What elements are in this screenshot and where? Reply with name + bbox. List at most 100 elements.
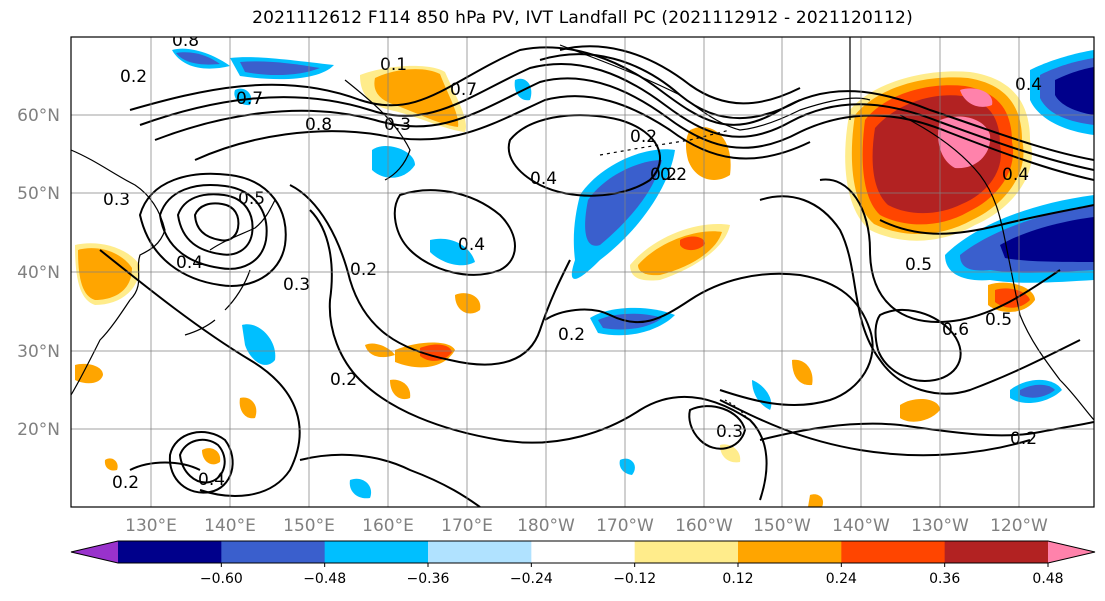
contour-label: 0.3 bbox=[384, 115, 411, 135]
contour-line bbox=[129, 46, 1094, 161]
contour-line bbox=[194, 95, 811, 161]
lon-label: 130°E bbox=[125, 516, 177, 536]
colorbar-tick-label: 0.24 bbox=[826, 571, 857, 587]
neg-anomaly-shading bbox=[1055, 67, 1094, 115]
coastline-japan bbox=[184, 199, 276, 336]
lon-label: 130°W bbox=[911, 516, 969, 536]
lon-label: 160°E bbox=[362, 516, 414, 536]
colorbar-extend-max bbox=[1048, 541, 1095, 563]
pos-anomaly-shading bbox=[455, 293, 481, 314]
neg-anomaly-shading bbox=[430, 238, 475, 266]
colorbar: −0.60 −0.48 −0.36 −0.24 −0.12 0.12 0.24 0.36 0.4… bbox=[70, 540, 1096, 587]
pos-anomaly-shading bbox=[374, 69, 459, 127]
contour-label: 0.4 bbox=[530, 169, 557, 189]
pos-anomaly-shading bbox=[960, 88, 993, 107]
contour-label: 0.4 bbox=[198, 470, 225, 490]
neg-anomaly-shading bbox=[242, 324, 276, 365]
contour-line bbox=[168, 431, 234, 494]
neg-anomaly-shading bbox=[619, 458, 635, 475]
pos-anomaly-shading bbox=[900, 398, 940, 422]
coastlines bbox=[71, 37, 1094, 421]
map-title: 2021112612 F114 850 hPa PV, IVT Landfall… bbox=[252, 8, 913, 28]
contour-line bbox=[507, 114, 661, 197]
contour-label: 0.4 bbox=[176, 253, 203, 273]
lon-label: 140°W bbox=[832, 516, 890, 536]
contour-label: 0.2 bbox=[350, 260, 377, 280]
neg-anomaly-shading bbox=[349, 478, 372, 499]
contour-label: 0.2 bbox=[1010, 429, 1037, 449]
map-frame bbox=[70, 36, 1095, 508]
neg-anomaly-shading bbox=[585, 160, 662, 246]
contour-line bbox=[99, 249, 301, 497]
contour-labels: 0.8 0.2 0.7 0.1 0.7 0.8 0.3 0.3 0.5 0.4 … bbox=[103, 31, 1042, 493]
contour-line bbox=[759, 195, 1081, 395]
contour-label: 0.2 bbox=[330, 370, 357, 390]
pos-anomaly-shading bbox=[680, 236, 705, 251]
lon-label: 150°E bbox=[283, 516, 335, 536]
contour-label: 0.7 bbox=[236, 89, 263, 109]
colorbar-extend-min bbox=[71, 541, 118, 563]
contour-line bbox=[719, 399, 1031, 457]
colorbar-segment bbox=[118, 541, 222, 563]
neg-anomaly-shading bbox=[176, 52, 220, 65]
contour-label: 0.5 bbox=[905, 255, 932, 275]
colorbar-segment bbox=[324, 541, 429, 563]
colorbar-tick-label: −0.12 bbox=[613, 571, 656, 587]
lon-label: 160°W bbox=[675, 516, 733, 536]
contour-label: 0.8 bbox=[305, 115, 332, 135]
pos-anomaly-shading bbox=[685, 127, 731, 180]
contour-line bbox=[874, 309, 962, 382]
contour-label: 0.8 bbox=[172, 31, 199, 51]
contour-line bbox=[879, 204, 1094, 235]
contour-line bbox=[393, 189, 516, 276]
contour-label: 0.2 bbox=[650, 165, 677, 185]
neg-anomaly-shading bbox=[372, 145, 415, 178]
shaded-field bbox=[75, 48, 1094, 507]
coastline-na-west bbox=[899, 114, 1094, 421]
lon-label: 120°W bbox=[990, 516, 1048, 536]
lat-label: 60°N bbox=[17, 106, 60, 126]
colorbar-segment bbox=[428, 541, 532, 563]
latitude-labels: 60°N 50°N 40°N 30°N 20°N bbox=[17, 106, 60, 440]
colorbar-segment bbox=[634, 541, 739, 563]
pos-anomaly-shading bbox=[995, 288, 1030, 308]
lon-label: 170°E bbox=[441, 516, 493, 536]
colorbar-segment bbox=[531, 541, 636, 563]
contour-label: 0.2 bbox=[120, 67, 147, 87]
lon-label: 170°W bbox=[596, 516, 654, 536]
contour-label: 0.2 bbox=[558, 325, 585, 345]
contour-line bbox=[176, 193, 254, 256]
pos-anomaly-shading bbox=[239, 397, 257, 419]
colorbar-tick-label: 0.48 bbox=[1032, 571, 1063, 587]
lat-label: 40°N bbox=[17, 263, 60, 283]
contour-line bbox=[289, 184, 571, 366]
colorbar-tick-label: −0.36 bbox=[407, 571, 450, 587]
pos-anomaly-shading bbox=[390, 379, 411, 400]
colorbar-outline bbox=[70, 540, 1096, 564]
coastline-kamchatka bbox=[344, 79, 411, 181]
neg-anomaly-shading bbox=[1000, 217, 1094, 262]
pos-anomaly-shading bbox=[78, 248, 132, 300]
neg-anomaly-shading bbox=[1020, 384, 1055, 398]
pos-anomaly-shading bbox=[938, 116, 991, 169]
contour-line bbox=[193, 202, 240, 242]
colorbar-tick-label: 0.36 bbox=[929, 571, 960, 587]
contour-label: 0.3 bbox=[283, 275, 310, 295]
colorbar-tick-label: −0.60 bbox=[200, 571, 243, 587]
lat-label: 30°N bbox=[17, 342, 60, 362]
lat-label: 50°N bbox=[17, 184, 60, 204]
pos-anomaly-shading bbox=[420, 344, 452, 361]
pos-anomaly-shading bbox=[75, 363, 103, 384]
aleutians bbox=[599, 129, 731, 156]
gridlines bbox=[71, 37, 1094, 507]
colorbar-segment bbox=[221, 541, 326, 563]
pos-anomaly-shading bbox=[808, 494, 824, 507]
contour-label: 0.2 bbox=[660, 165, 687, 185]
contour-line bbox=[559, 45, 801, 105]
lon-label: 150°W bbox=[753, 516, 811, 536]
contour-label: 0.1 bbox=[380, 55, 407, 75]
colorbar-segment bbox=[738, 541, 842, 563]
colorbar-tick-label: −0.48 bbox=[303, 571, 346, 587]
pos-anomaly-shading bbox=[792, 359, 813, 386]
